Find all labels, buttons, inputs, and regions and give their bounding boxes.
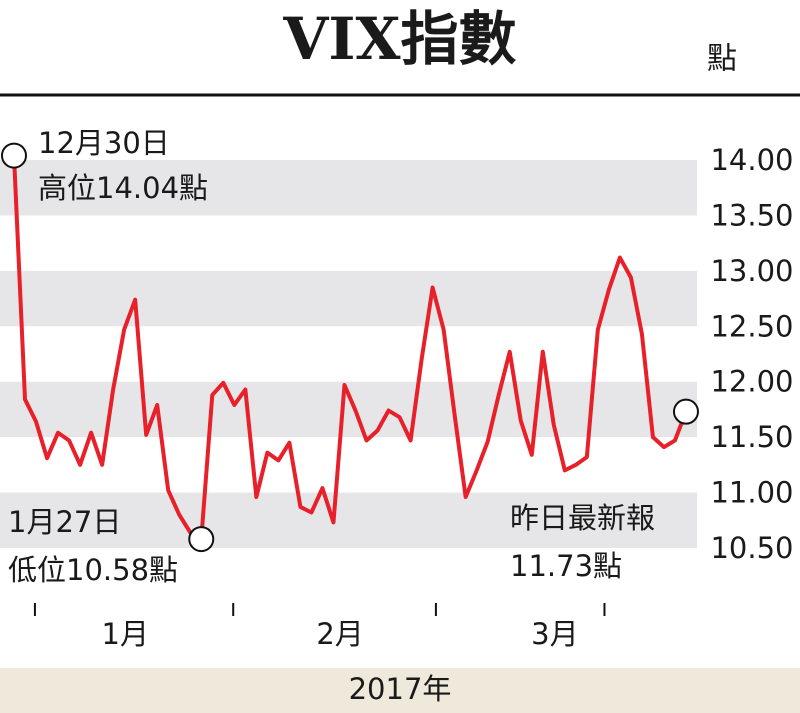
annotation: 12月30日 — [38, 126, 170, 160]
plot — [0, 142, 699, 553]
y-tick-label: 10.50 — [710, 531, 793, 565]
y-tick-label: 12.50 — [710, 309, 793, 343]
y-tick-label: 12.00 — [710, 365, 793, 399]
footer-band — [0, 668, 800, 713]
point-marker — [0, 142, 27, 169]
chart-title: VIX指數 — [282, 5, 516, 73]
unit-label: 點 — [707, 42, 737, 77]
annotation: 低位10.58點 — [8, 553, 178, 587]
y-tick-label: 13.50 — [710, 198, 793, 232]
x-tick-label: 1月 — [102, 617, 149, 651]
annotation: 昨日最新報 — [510, 501, 655, 535]
point-marker — [188, 526, 215, 553]
x-tick-label: 2月 — [316, 617, 363, 651]
x-axis-label: 2017年 — [349, 672, 452, 706]
y-tick-label: 13.00 — [710, 254, 793, 288]
y-tick-label: 14.00 — [710, 143, 793, 177]
grid-band — [0, 492, 697, 548]
annotation: 11.73點 — [510, 549, 622, 583]
annotation: 高位14.04點 — [38, 171, 208, 205]
grid-band — [0, 270, 697, 327]
bands — [0, 160, 697, 548]
point-marker — [672, 398, 699, 425]
data-line — [11, 155, 688, 542]
annotation: 1月27日 — [8, 505, 121, 539]
y-tick-label: 11.00 — [710, 476, 793, 510]
y-tick-label: 11.50 — [710, 420, 793, 454]
grid-band — [0, 160, 697, 216]
x-tick-label: 3月 — [531, 617, 578, 651]
